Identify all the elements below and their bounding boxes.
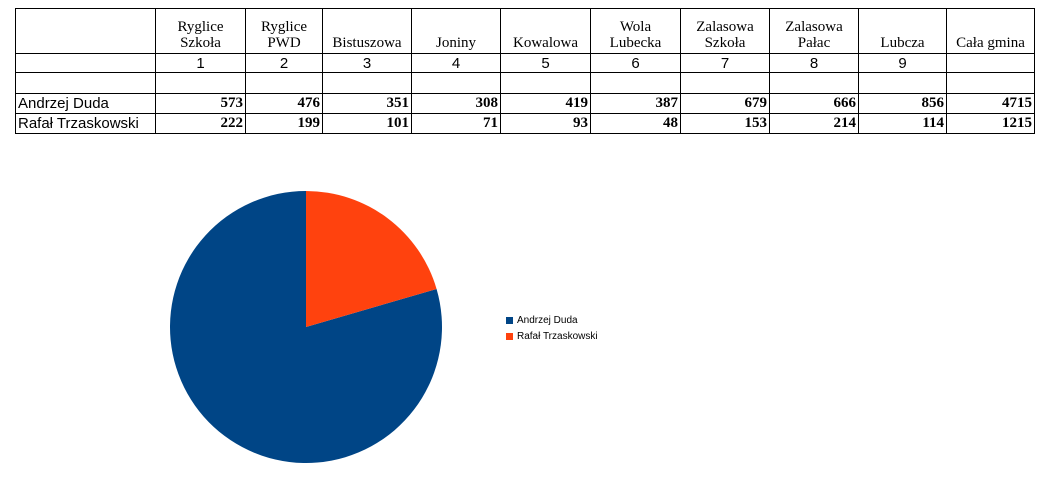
vote-cell: 101 — [322, 113, 412, 134]
header-cell-zalasowa-szkola: Zalasowa Szkoła — [680, 8, 770, 54]
total-cell: 1215 — [946, 113, 1035, 134]
legend-label: Rafał Trzaskowski — [517, 330, 598, 342]
header-cell-kowalowa: Kowalowa — [500, 8, 591, 54]
vote-cell: 114 — [858, 113, 947, 134]
pie-slice-trzaskowski — [306, 191, 437, 327]
vote-cell: 214 — [769, 113, 859, 134]
vote-cell: 222 — [155, 113, 246, 134]
vote-cell: 48 — [590, 113, 681, 134]
table-row-trzaskowski: Rafał Trzaskowski 222 199 101 71 93 48 1… — [15, 113, 1035, 134]
legend-label: Andrzej Duda — [517, 314, 578, 326]
candidate-name: Rafał Trzaskowski — [15, 113, 156, 134]
blank-row — [15, 72, 1035, 94]
header-cell-lubcza: Lubcza — [858, 8, 947, 54]
header-cell-zalasowa-palac: Zalasowa Pałac — [769, 8, 859, 54]
vote-cell: 419 — [500, 93, 591, 114]
results-table: Ryglice Szkoła Ryglice PWD Bistuszowa Joni… — [15, 8, 1035, 134]
header-row: Ryglice Szkoła Ryglice PWD Bistuszowa Joni… — [15, 8, 1035, 54]
legend-item-trzaskowski: Rafał Trzaskowski — [506, 328, 598, 344]
header-cell-cala-gmina: Cała gmina — [946, 8, 1035, 54]
vote-cell: 199 — [245, 113, 323, 134]
vote-cell: 71 — [411, 113, 501, 134]
vote-cell: 153 — [680, 113, 770, 134]
table-row-duda: Andrzej Duda 573 476 351 308 419 387 679… — [15, 93, 1035, 114]
header-cell-wola-lubecka: Wola Lubecka — [590, 8, 681, 54]
chart-legend: Andrzej Duda Rafał Trzaskowski — [506, 312, 598, 344]
legend-swatch-duda — [506, 316, 513, 324]
vote-cell: 308 — [411, 93, 501, 114]
legend-swatch-trzaskowski — [506, 332, 513, 340]
legend-item-duda: Andrzej Duda — [506, 312, 598, 328]
header-cell-bistuszowa: Bistuszowa — [322, 8, 412, 54]
